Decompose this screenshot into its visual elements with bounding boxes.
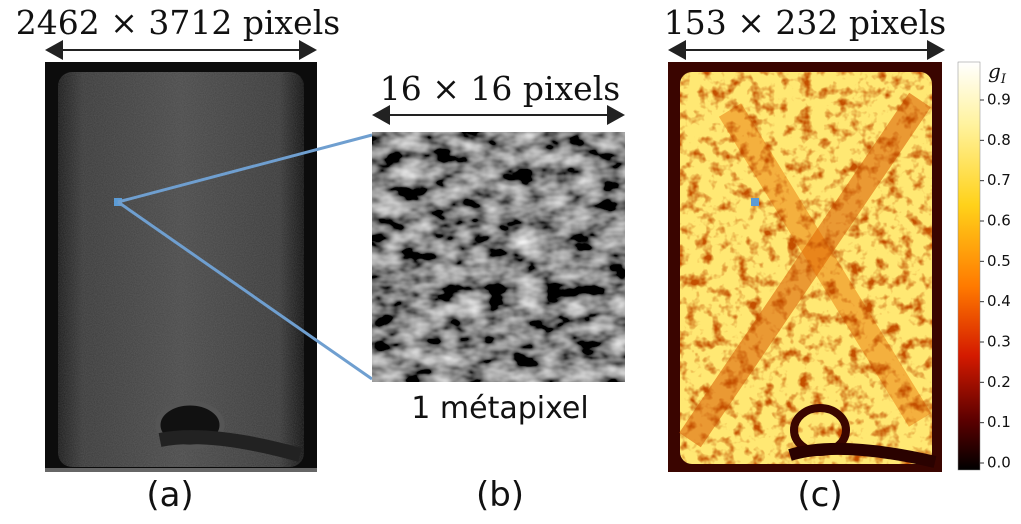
panel-caption: (b)	[476, 475, 524, 515]
dimension-label: 153 × 232 pixels	[664, 3, 946, 42]
panel-caption: (c)	[797, 475, 842, 515]
colorbar-tick-label: 0.4	[987, 292, 1011, 310]
colorbar-tick-label: 0.3	[987, 333, 1011, 351]
colorbar-label-main: g	[988, 59, 1001, 83]
map-image	[668, 62, 942, 472]
metapixel-marker	[751, 198, 759, 206]
colorbar-tick-label: 0.7	[987, 171, 1011, 189]
colorbar-tick-label: 0.8	[987, 131, 1011, 149]
metapixel-image	[372, 132, 625, 382]
dimension-label: 2462 × 3712 pixels	[16, 3, 340, 42]
colorbar-tick-label: 0.1	[987, 413, 1011, 431]
colorbar	[957, 61, 981, 471]
colorbar-label-subscript: I	[1000, 72, 1007, 87]
zoom-line	[117, 200, 373, 381]
colorbar-tick-label: 0.0	[987, 454, 1011, 472]
panel-caption: (a)	[146, 475, 193, 515]
colorbar-ticks: 0.9 0.8 0.7 0.6 0.5 0.4 0.3 0.2 0.1 0.0	[980, 91, 1011, 472]
raw-image	[45, 62, 317, 472]
dimension-label: 16 × 16 pixels	[380, 69, 620, 108]
colorbar-tick-label: 0.9	[987, 91, 1011, 109]
colorbar-tick-label: 0.6	[987, 212, 1011, 230]
metapixel-note: 1 métapixel	[411, 391, 588, 426]
colorbar-tick-label: 0.2	[987, 373, 1011, 391]
colorbar-tick-label: 0.5	[987, 252, 1011, 270]
zoom-line	[117, 133, 373, 204]
colorbar-label: gI	[988, 59, 1007, 87]
